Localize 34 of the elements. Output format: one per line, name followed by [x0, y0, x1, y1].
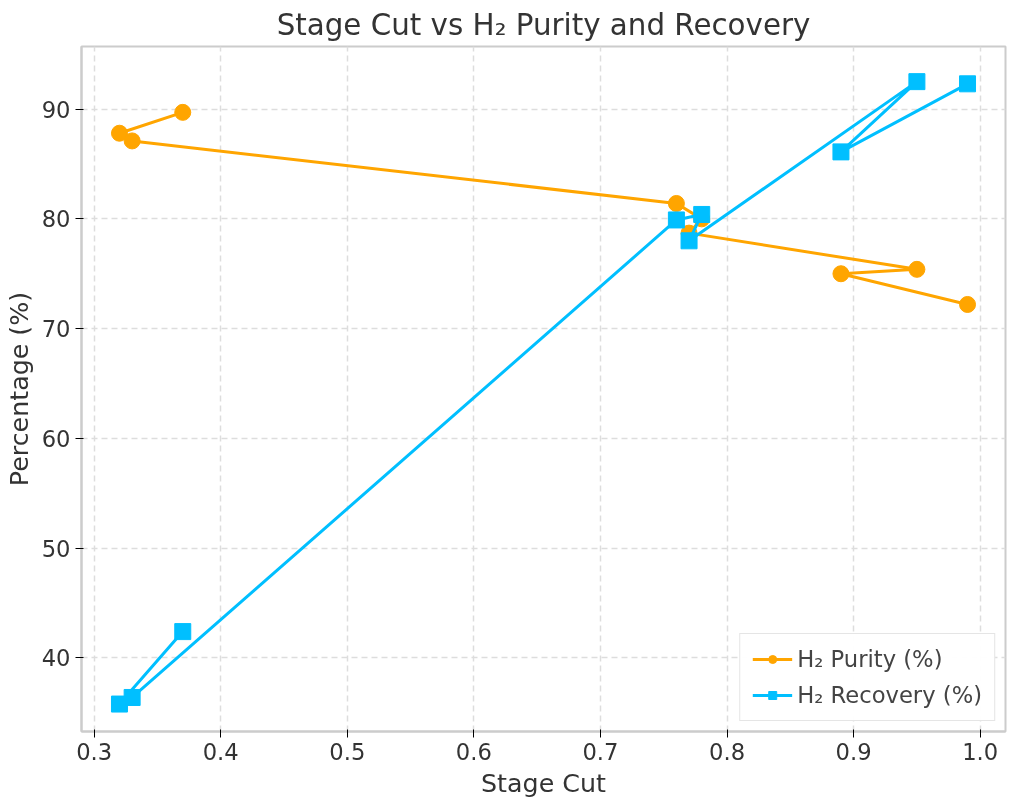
point	[680, 232, 698, 250]
x-axis-title: Stage Cut	[481, 767, 607, 798]
x-tick-label: 0.8	[709, 738, 746, 765]
point	[174, 623, 192, 641]
x-tick-label: 0.3	[76, 738, 113, 765]
y-tick-label: 80	[41, 206, 71, 233]
chart-title: Stage Cut vs H₂ Purity and Recovery	[276, 7, 811, 42]
point	[908, 73, 926, 91]
point	[667, 211, 685, 229]
x-tick-label: 1.0	[962, 738, 999, 765]
y-tick-label: 60	[41, 425, 71, 452]
point	[832, 265, 850, 283]
x-tick-label: 0.5	[329, 738, 366, 765]
x-tick-label: 0.4	[202, 738, 239, 765]
point	[959, 295, 977, 313]
y-axis-title: Percentage (%)	[3, 291, 34, 487]
point	[832, 143, 850, 161]
legend-label: H₂ Recovery (%)	[797, 682, 982, 708]
point	[123, 132, 141, 150]
legend-label: H₂ Purity (%)	[797, 646, 943, 672]
point	[174, 103, 192, 121]
x-tick-label: 0.7	[582, 738, 619, 765]
y-tick-label: 50	[41, 535, 71, 562]
y-tick-label: 70	[41, 316, 71, 343]
x-tick-label: 0.6	[455, 738, 492, 765]
point	[667, 194, 685, 212]
point	[123, 688, 141, 706]
y-tick-label: 90	[41, 96, 71, 123]
point	[959, 75, 977, 93]
y-tick-label: 40	[41, 645, 71, 672]
point	[908, 260, 926, 278]
point	[693, 205, 711, 223]
point	[110, 124, 128, 142]
x-tick-label: 0.9	[835, 738, 872, 765]
